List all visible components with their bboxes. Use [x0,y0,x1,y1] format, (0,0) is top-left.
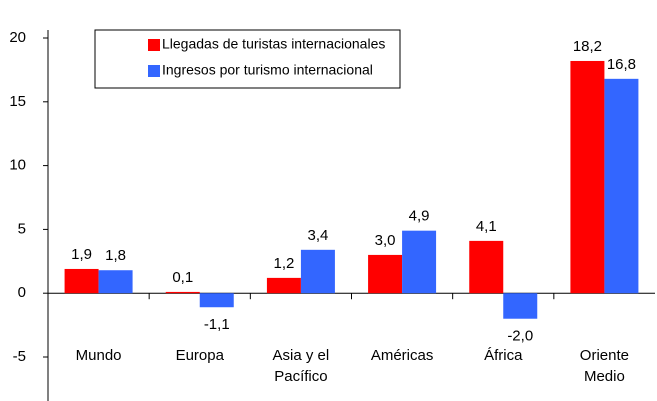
value-label: 16,8 [607,56,636,73]
bar [199,293,234,308]
x-tick-label: Américas [370,347,434,364]
y-tick-label: -5 [13,348,26,365]
bar [570,60,605,294]
bar [64,268,99,294]
x-tick-label: Oriente Medio [579,347,629,385]
x-tick-label: Mundo [75,347,122,364]
legend-swatch [148,65,160,77]
legend-label: Ingresos por turismo internacional [162,62,373,78]
x-tick-label: Europa [175,347,224,364]
bar [300,249,335,294]
bar [98,270,133,294]
value-label: 3,0 [375,232,396,249]
y-tick-label: 20 [9,29,26,46]
y-tick-label: 10 [9,157,26,174]
value-label: 4,9 [409,208,430,225]
legend-box [94,29,401,89]
value-label: 18,2 [573,38,602,55]
value-label: 3,4 [307,227,328,244]
bar [266,277,301,294]
value-label: 1,9 [71,246,92,263]
x-tick-label: África [484,347,523,364]
value-label: -2,0 [507,328,533,345]
y-tick-label: 15 [9,93,26,110]
bar [604,78,639,294]
bar [165,291,200,294]
bar [368,254,403,294]
value-label: 1,2 [273,255,294,272]
value-label: 0,1 [172,269,193,286]
bar [503,293,538,319]
bar [469,240,504,294]
value-label: 1,8 [105,247,126,264]
x-tick-label: Asia y el Pacífico [272,347,330,385]
legend-label: Llegadas de turistas internacionales [162,36,385,52]
y-tick-label: 5 [18,220,26,237]
legend-swatch [148,39,160,51]
y-tick-label: 0 [18,284,26,301]
value-label: 4,1 [476,218,497,235]
bar [402,230,437,294]
value-label: -1,1 [204,316,230,333]
